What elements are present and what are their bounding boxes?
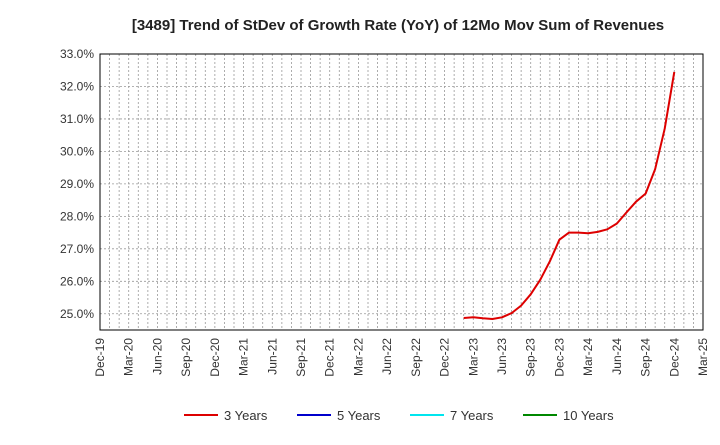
series-layer (463, 71, 676, 320)
x-tick-label: Mar-20 (122, 338, 136, 376)
grid-layer (100, 53, 703, 330)
x-tick-label: Sep-20 (179, 338, 193, 377)
y-tick-label: 30.0% (60, 144, 94, 158)
x-tick-label: Jun-22 (380, 338, 394, 375)
legend: 3 Years 5 Years 7 Years 10 Years (184, 408, 614, 423)
x-tick-label: Dec-23 (552, 338, 566, 377)
legend-label: 10 Years (563, 408, 614, 423)
y-tick-label: 33.0% (60, 47, 94, 61)
y-tick-label: 28.0% (60, 209, 94, 223)
x-tick-label: Sep-21 (294, 338, 308, 377)
chart-title: [3489] Trend of StDev of Growth Rate (Yo… (132, 17, 664, 34)
y-tick-label: 25.0% (60, 307, 94, 321)
x-tick-label: Sep-23 (524, 338, 538, 377)
x-tick-label: Mar-23 (466, 338, 480, 376)
x-tick-label: Mar-24 (581, 338, 595, 376)
x-tick-label: Sep-24 (639, 338, 653, 377)
x-tick-label: Dec-19 (93, 338, 107, 377)
x-tick-label: Dec-20 (208, 338, 222, 377)
x-tick-label: Jun-24 (610, 338, 624, 375)
x-tick-label: Mar-22 (351, 338, 365, 376)
x-tick-label: Jun-21 (265, 338, 279, 375)
legend-label: 3 Years (224, 408, 268, 423)
y-tick-label: 26.0% (60, 274, 94, 288)
x-tick-label: Jun-20 (150, 338, 164, 375)
x-tick-label: Mar-25 (696, 338, 710, 376)
plot-area (99, 53, 704, 331)
legend-label: 5 Years (337, 408, 381, 423)
y-tick-label: 29.0% (60, 177, 94, 191)
y-tick-label: 27.0% (60, 242, 94, 256)
x-tick-label: Dec-22 (438, 338, 452, 377)
series-line (463, 71, 676, 320)
x-tick-label: Dec-24 (667, 338, 681, 377)
x-axis: Dec-19 Mar-20 Jun-20 Sep-20 Dec-20 Mar-21 Jun-… (93, 338, 710, 377)
x-tick-label: Sep-22 (409, 338, 423, 377)
x-tick-label: Jun-23 (495, 338, 509, 375)
x-tick-label: Mar-21 (237, 338, 251, 376)
x-tick-label: Dec-21 (323, 338, 337, 377)
y-tick-label: 31.0% (60, 112, 94, 126)
y-axis: 25.0% 26.0% 27.0% 28.0% 29.0% 30.0% 31.0% 32.0%… (60, 47, 94, 321)
legend-label: 7 Years (450, 408, 494, 423)
y-tick-label: 32.0% (60, 79, 94, 93)
